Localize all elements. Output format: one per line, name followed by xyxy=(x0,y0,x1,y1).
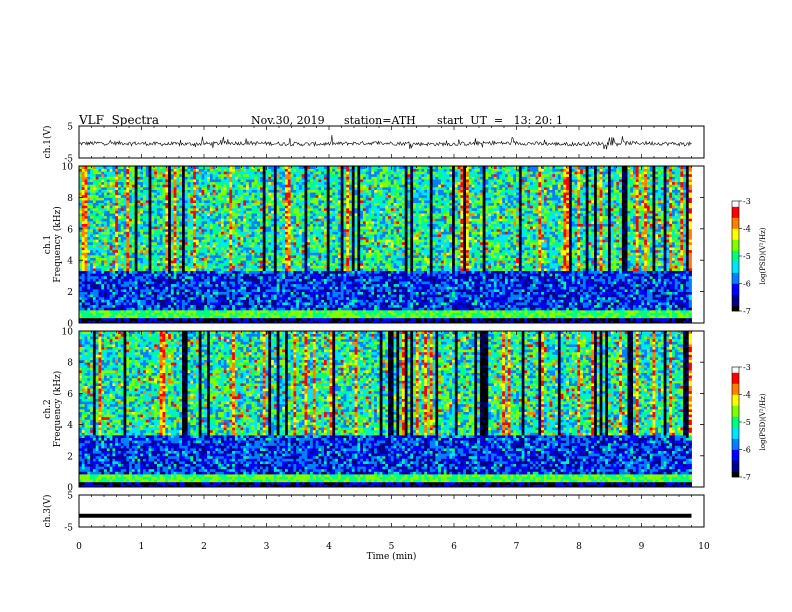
ch2-colorbar-tick-label: -3 xyxy=(743,363,751,372)
ch3-waveform-ytick-label: -5 xyxy=(64,524,73,534)
time-tick-label: 5 xyxy=(389,542,395,552)
ch1-colorbar: -3 -4 -5 -6 -7 log(PSD)(V²/Hz) xyxy=(732,197,767,316)
ch1-spectrogram-cells xyxy=(79,166,692,323)
ch1-colorbar-tick-label: -5 xyxy=(743,252,751,261)
ch1-colorbar-tick-label: -7 xyxy=(743,307,751,316)
ch2-spectrogram-ylabel-frequency: Frequency (kHz) xyxy=(52,371,63,448)
time-tick-label: 0 xyxy=(76,542,82,552)
ch2-colorbar-tick-label: -5 xyxy=(743,418,751,427)
ch2-spectrogram-ylabel-channel: ch.2 xyxy=(43,399,53,418)
time-tick-label: 6 xyxy=(451,542,457,552)
ch2-spectrogram-ytick-label: 4 xyxy=(67,421,73,431)
time-axis-label: Time (min) xyxy=(367,551,417,562)
ch2-colorbar-tick-label: -7 xyxy=(743,473,751,482)
time-tick-label: 9 xyxy=(639,542,645,552)
ch1-spectrogram-ytick-label: 6 xyxy=(67,225,73,235)
ch2-colorbar-tick-label: -4 xyxy=(743,391,751,400)
ch2-colorbar: -3 -4 -5 -6 -7 log(PSD)(V²/Hz) xyxy=(732,363,767,482)
ch1-spectrogram-ytick-label: 8 xyxy=(67,194,73,204)
ch1-colorbar-tick-label: -4 xyxy=(743,225,751,234)
ch3-waveform-panel: 5 -5 ch.3(V) xyxy=(42,492,704,534)
time-tick-label: 2 xyxy=(201,542,207,552)
time-tick-label: 3 xyxy=(264,542,270,552)
ch2-spectrogram-ytick-label: 2 xyxy=(67,452,73,462)
ch2-spectrogram-ytick-label: 10 xyxy=(62,328,74,338)
ch1-colorbar-tick-label: -6 xyxy=(743,280,751,289)
ch2-colorbar-label: log(PSD)(V²/Hz) xyxy=(759,393,767,450)
ch2-spectrogram-ytick-label: 8 xyxy=(67,359,73,369)
time-tick-label: 1 xyxy=(139,542,145,552)
ch3-waveform-ytick-label: 5 xyxy=(67,492,73,502)
ch1-spectrogram-ytick-label: 4 xyxy=(67,257,73,267)
time-tick-label: 4 xyxy=(326,542,332,552)
ch1-spectrogram-ytick-label: 10 xyxy=(62,163,74,173)
ch2-spectrogram-ytick-label: 6 xyxy=(67,390,73,400)
ch1-waveform-ytick-label: 5 xyxy=(67,123,73,133)
ch1-waveform-line xyxy=(79,135,692,149)
time-tick-label: 7 xyxy=(514,542,520,552)
ch1-waveform-panel: 5-5ch.1(V) xyxy=(42,123,704,165)
ch3-waveform-ylabel: ch.3(V) xyxy=(42,495,53,528)
ch1-colorbar-label: log(PSD)(V²/Hz) xyxy=(759,227,767,284)
time-axis: 0 1 2 3 4 5 6 7 8 9 10 Time (min) xyxy=(76,542,710,562)
ch1-colorbar-tick-label: -3 xyxy=(743,197,751,206)
time-tick-label: 8 xyxy=(576,542,582,552)
ch1-spectrogram-ytick-label: 2 xyxy=(67,288,73,298)
ch1-waveform-ylabel: ch.1(V) xyxy=(42,126,53,159)
ch2-spectrogram-cells xyxy=(79,331,692,487)
ch1-spectrogram-ylabel-channel: ch.1 xyxy=(43,235,53,254)
ch2-colorbar-tick-label: -6 xyxy=(743,446,751,455)
time-tick-label: 10 xyxy=(698,542,710,552)
ch3-waveform-frame xyxy=(79,495,704,527)
ch1-spectrogram-ylabel-frequency: Frequency (kHz) xyxy=(52,206,63,283)
